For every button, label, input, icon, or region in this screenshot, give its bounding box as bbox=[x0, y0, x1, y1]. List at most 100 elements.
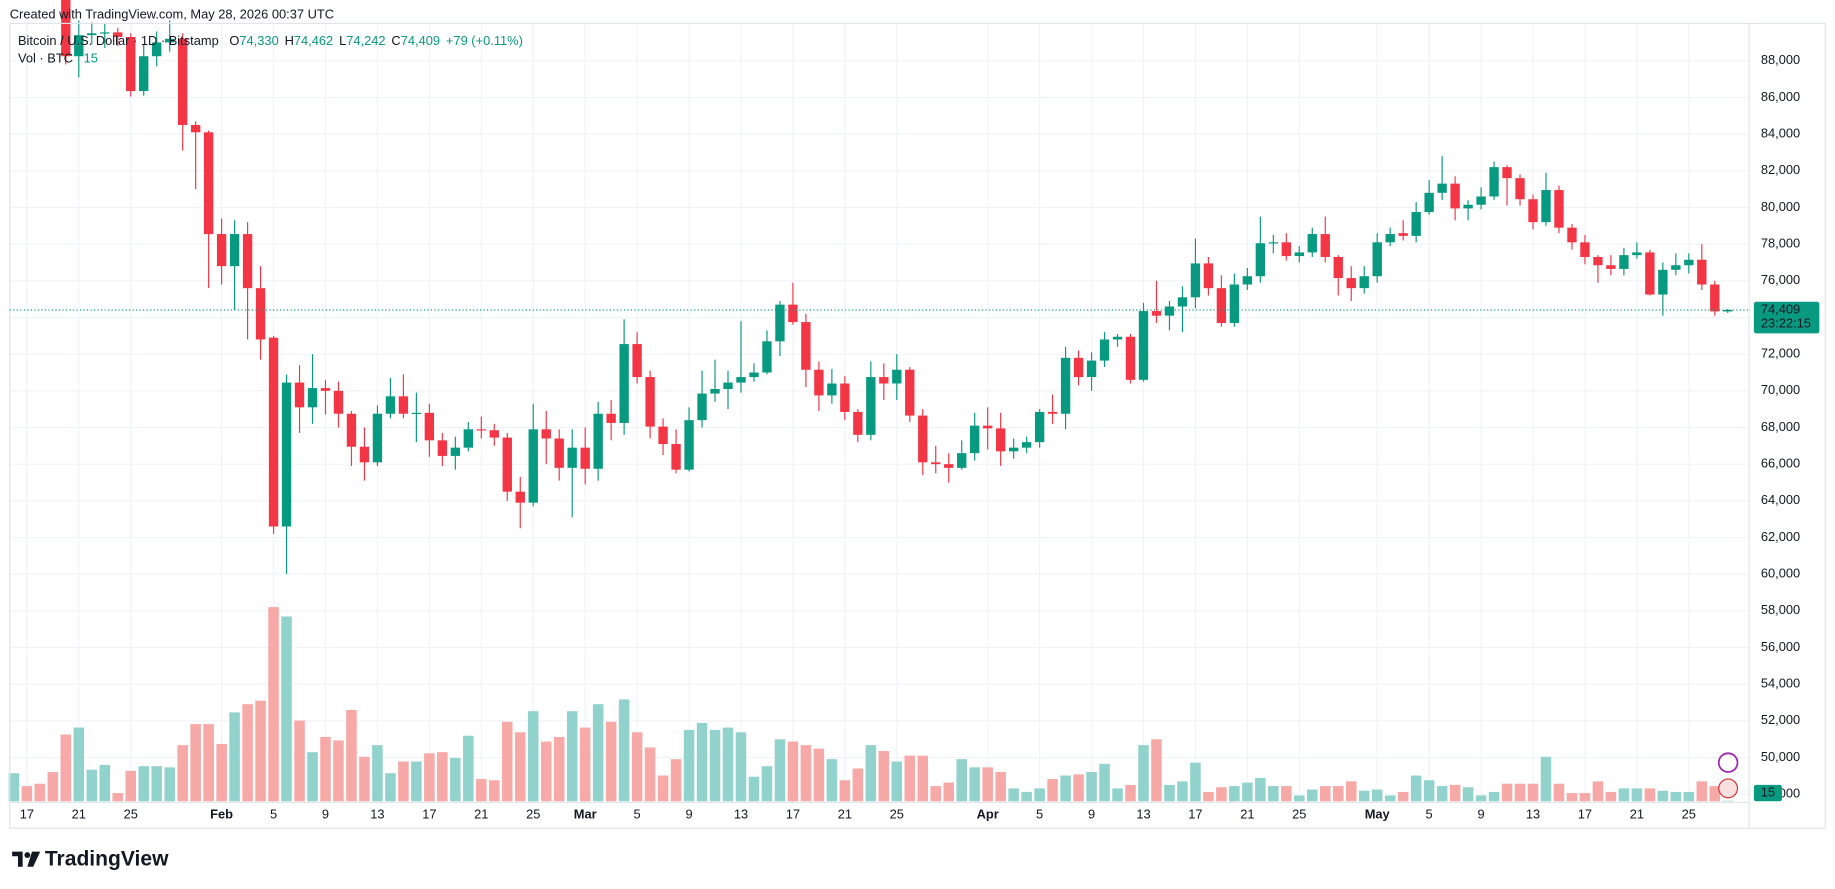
logo-mark bbox=[24, 852, 31, 859]
candle-body bbox=[1567, 227, 1577, 243]
volume-bar bbox=[1553, 783, 1565, 802]
candle-body bbox=[1242, 276, 1253, 285]
y-tick-label: 80,000 bbox=[1761, 199, 1800, 214]
volume-bar bbox=[1475, 795, 1487, 802]
candle-body bbox=[152, 42, 162, 57]
volume-bar bbox=[138, 766, 149, 802]
symbol-legend: Bitcoin / U.S. Dollar · 1D · Bitstamp O7… bbox=[18, 34, 523, 49]
volume-badge bbox=[1753, 784, 1782, 802]
volume-bar bbox=[502, 721, 513, 802]
x-tick-label: 5 bbox=[270, 807, 277, 822]
volume-bar bbox=[605, 721, 617, 802]
y-tick-label: 76,000 bbox=[1761, 272, 1800, 287]
volume-bar bbox=[891, 761, 903, 802]
candle-body bbox=[1528, 199, 1538, 223]
volume-bar bbox=[112, 793, 124, 802]
volume-bar bbox=[553, 736, 565, 802]
candle-body bbox=[1710, 284, 1720, 312]
y-tick-label: 60,000 bbox=[1761, 566, 1800, 581]
candle-body bbox=[606, 413, 616, 423]
candle-body bbox=[1411, 212, 1421, 236]
volume-bar bbox=[203, 724, 214, 802]
legend-key: C bbox=[391, 34, 400, 49]
candle-body bbox=[463, 429, 473, 448]
event-icon[interactable] bbox=[1718, 778, 1739, 799]
volume-bar bbox=[1112, 788, 1123, 802]
candle-body bbox=[424, 412, 435, 441]
candle-body bbox=[398, 396, 409, 414]
volume-bar bbox=[1436, 786, 1448, 802]
volume-bar bbox=[1423, 780, 1435, 802]
candle-body bbox=[658, 426, 668, 444]
volume-bar bbox=[1281, 786, 1292, 802]
volume-bar bbox=[839, 780, 851, 802]
legend-key: O bbox=[229, 34, 239, 49]
volume-bar bbox=[709, 729, 721, 802]
candle-body bbox=[944, 464, 954, 468]
volume-bar bbox=[47, 772, 59, 802]
candle-body bbox=[710, 388, 720, 394]
x-tick-label: 13 bbox=[370, 807, 384, 822]
volume-bar bbox=[969, 767, 980, 802]
candle-body bbox=[983, 425, 993, 429]
volume-bar bbox=[787, 741, 799, 802]
candle-body bbox=[1697, 259, 1707, 285]
candle-body bbox=[1671, 265, 1681, 270]
candle-body bbox=[74, 35, 84, 57]
candle-body bbox=[1060, 357, 1071, 414]
volume-bar bbox=[1657, 790, 1669, 802]
volume-bar bbox=[527, 711, 539, 802]
volume-bar bbox=[1618, 788, 1630, 802]
x-tick-label: 21 bbox=[474, 807, 488, 822]
candle-body bbox=[632, 344, 642, 378]
candle-body bbox=[957, 453, 967, 468]
volume-bar bbox=[281, 616, 292, 802]
candle-body bbox=[1450, 183, 1460, 209]
volume-bar bbox=[1060, 775, 1071, 802]
volume-bar bbox=[1384, 795, 1396, 802]
candle-body bbox=[1684, 259, 1694, 266]
symbol-title: Bitcoin / U.S. Dollar · 1D · Bitstamp bbox=[18, 34, 219, 49]
alert-icon[interactable] bbox=[1717, 752, 1739, 773]
volume-pane bbox=[8, 607, 1734, 802]
volume-bar bbox=[1709, 786, 1721, 802]
x-tick-label: Feb bbox=[210, 807, 233, 822]
volume-bar bbox=[826, 759, 838, 802]
volume-bar bbox=[1410, 775, 1422, 802]
volume-bar bbox=[1644, 788, 1656, 802]
x-tick-label: 5 bbox=[634, 807, 641, 822]
candle-body bbox=[1346, 278, 1356, 289]
volume-bar bbox=[1462, 787, 1474, 802]
candle-body bbox=[1281, 242, 1291, 257]
candle-body bbox=[853, 411, 863, 435]
candle-body bbox=[515, 491, 525, 503]
candle-body bbox=[255, 288, 266, 340]
x-tick-label: 13 bbox=[734, 807, 748, 822]
volume-bar bbox=[229, 712, 240, 802]
logo-mark bbox=[27, 851, 41, 867]
volume-bar bbox=[800, 745, 812, 802]
candle-body bbox=[1606, 265, 1616, 269]
volume-bar bbox=[917, 755, 929, 802]
candle-body bbox=[684, 420, 694, 470]
volume-bar bbox=[359, 756, 370, 802]
volume-bar bbox=[1696, 781, 1708, 802]
candle-body bbox=[177, 38, 188, 125]
volume-bar bbox=[813, 748, 825, 802]
candle-body bbox=[1398, 233, 1408, 236]
volume-bar bbox=[450, 757, 461, 802]
y-tick-label: 72,000 bbox=[1761, 346, 1800, 361]
volume-bar bbox=[1242, 782, 1253, 802]
y-tick-label: 56,000 bbox=[1761, 639, 1800, 654]
volume-bar bbox=[255, 700, 266, 802]
candle-body bbox=[372, 413, 383, 463]
volume-bar bbox=[268, 607, 279, 802]
candle-body bbox=[1190, 263, 1201, 298]
candle-body bbox=[476, 429, 486, 431]
volume-bar bbox=[1449, 784, 1461, 802]
x-tick-label: 17 bbox=[786, 807, 800, 822]
candle-body bbox=[229, 234, 240, 267]
y-tick-label: 84,000 bbox=[1761, 126, 1800, 141]
candles bbox=[61, 0, 1733, 575]
y-tick-label: 54,000 bbox=[1761, 676, 1800, 691]
